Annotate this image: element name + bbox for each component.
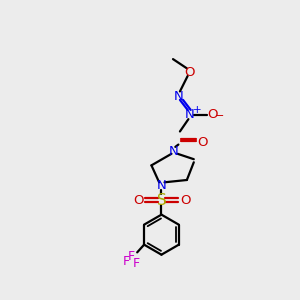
Text: −: − (214, 111, 224, 121)
Text: O: O (185, 66, 195, 79)
Text: S: S (157, 193, 166, 208)
Text: N: N (184, 108, 194, 121)
Text: F: F (123, 255, 130, 268)
Text: F: F (128, 250, 135, 263)
Text: F: F (133, 257, 140, 270)
Text: O: O (133, 194, 144, 206)
Text: +: + (193, 105, 202, 115)
Text: O: O (197, 136, 208, 149)
Text: N: N (157, 179, 166, 192)
Text: O: O (207, 108, 217, 121)
Text: O: O (180, 194, 190, 206)
Text: N: N (169, 145, 178, 158)
Text: N: N (173, 90, 183, 103)
